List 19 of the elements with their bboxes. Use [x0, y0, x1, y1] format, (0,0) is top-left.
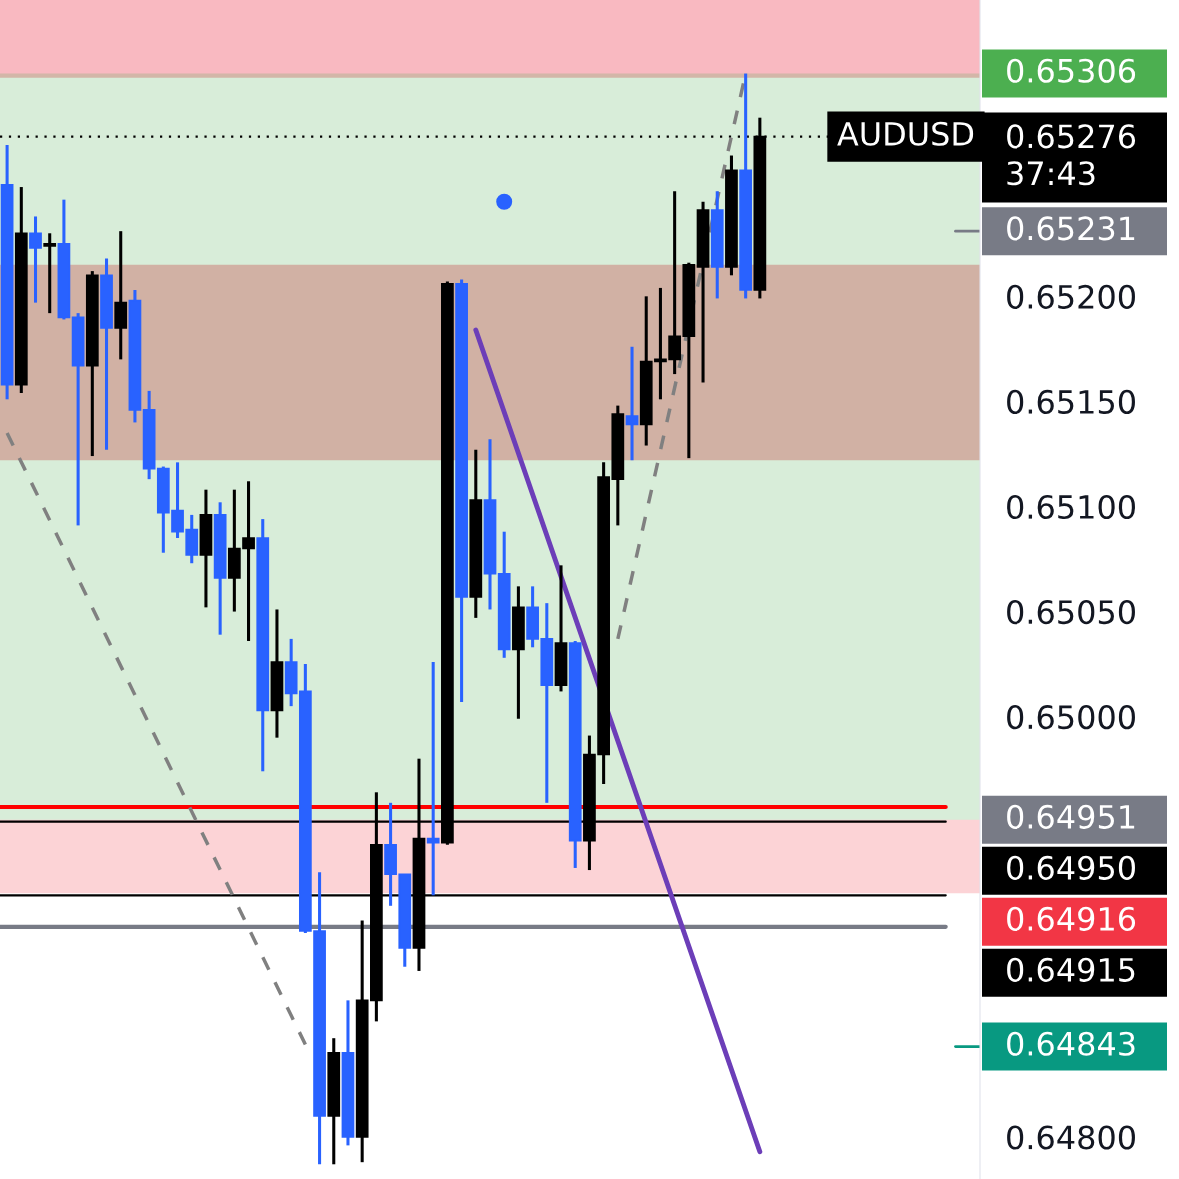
- ref-line-label: 0.64950: [1007, 855, 1135, 880]
- y-tick-label: 0.65100: [1007, 494, 1135, 520]
- candlestick: [29, 216, 42, 303]
- annotation: AUDUSD: [837, 121, 974, 146]
- band-label: 0.65306: [1007, 58, 1136, 83]
- candlestick: [43, 233, 57, 315]
- text: 0.64951: [1007, 804, 1135, 829]
- y-tick-label: 0.65000: [1007, 705, 1135, 730]
- ref-line-label: 0.64915: [1007, 957, 1135, 982]
- band-label: 0.64916: [1007, 906, 1136, 931]
- ref-line-label: 0.65231: [1007, 216, 1135, 241]
- candlestick: [426, 662, 440, 896]
- y-tick-label: 0.65200: [1007, 284, 1135, 309]
- y-tick-label: 0.65150: [1007, 389, 1135, 414]
- ref-line-label: 0.65276 37:43: [1007, 124, 1136, 186]
- ref-line-label: 0.64843: [1007, 1031, 1135, 1056]
- candlestick: [625, 346, 639, 461]
- y-tick-label: 0.65050: [1007, 599, 1135, 625]
- y-tick-label: 0.64800: [1007, 1125, 1135, 1150]
